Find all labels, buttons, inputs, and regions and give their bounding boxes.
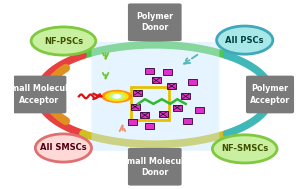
Ellipse shape <box>109 93 125 100</box>
FancyBboxPatch shape <box>13 76 66 113</box>
Text: Polymer
Acceptor: Polymer Acceptor <box>250 84 290 105</box>
Ellipse shape <box>217 26 273 54</box>
FancyBboxPatch shape <box>188 79 197 85</box>
FancyBboxPatch shape <box>152 77 161 83</box>
Ellipse shape <box>101 90 132 103</box>
Ellipse shape <box>105 91 129 101</box>
Text: Small Molecule
Donor: Small Molecule Donor <box>120 157 189 177</box>
Text: NF-SMSCs: NF-SMSCs <box>221 144 268 153</box>
Text: All PSCs: All PSCs <box>226 36 264 45</box>
FancyBboxPatch shape <box>167 83 176 89</box>
FancyBboxPatch shape <box>183 118 192 124</box>
FancyBboxPatch shape <box>181 93 190 99</box>
FancyBboxPatch shape <box>128 3 182 41</box>
FancyBboxPatch shape <box>128 119 137 125</box>
FancyBboxPatch shape <box>246 76 294 113</box>
FancyBboxPatch shape <box>145 68 154 74</box>
FancyBboxPatch shape <box>163 69 172 75</box>
FancyBboxPatch shape <box>128 148 182 186</box>
FancyBboxPatch shape <box>195 107 204 112</box>
FancyBboxPatch shape <box>133 90 142 96</box>
FancyBboxPatch shape <box>140 112 149 118</box>
Text: All SMSCs: All SMSCs <box>40 143 87 153</box>
Text: Small Molecule
Acceptor: Small Molecule Acceptor <box>5 84 74 105</box>
FancyBboxPatch shape <box>91 42 219 151</box>
FancyBboxPatch shape <box>173 105 182 111</box>
FancyBboxPatch shape <box>145 123 154 129</box>
Ellipse shape <box>213 135 277 163</box>
FancyBboxPatch shape <box>131 104 140 110</box>
FancyBboxPatch shape <box>159 111 168 117</box>
Text: Polymer
Donor: Polymer Donor <box>136 12 173 32</box>
Ellipse shape <box>35 134 91 162</box>
Ellipse shape <box>112 94 121 99</box>
Text: NF-PSCs: NF-PSCs <box>44 36 83 46</box>
Ellipse shape <box>31 27 96 55</box>
